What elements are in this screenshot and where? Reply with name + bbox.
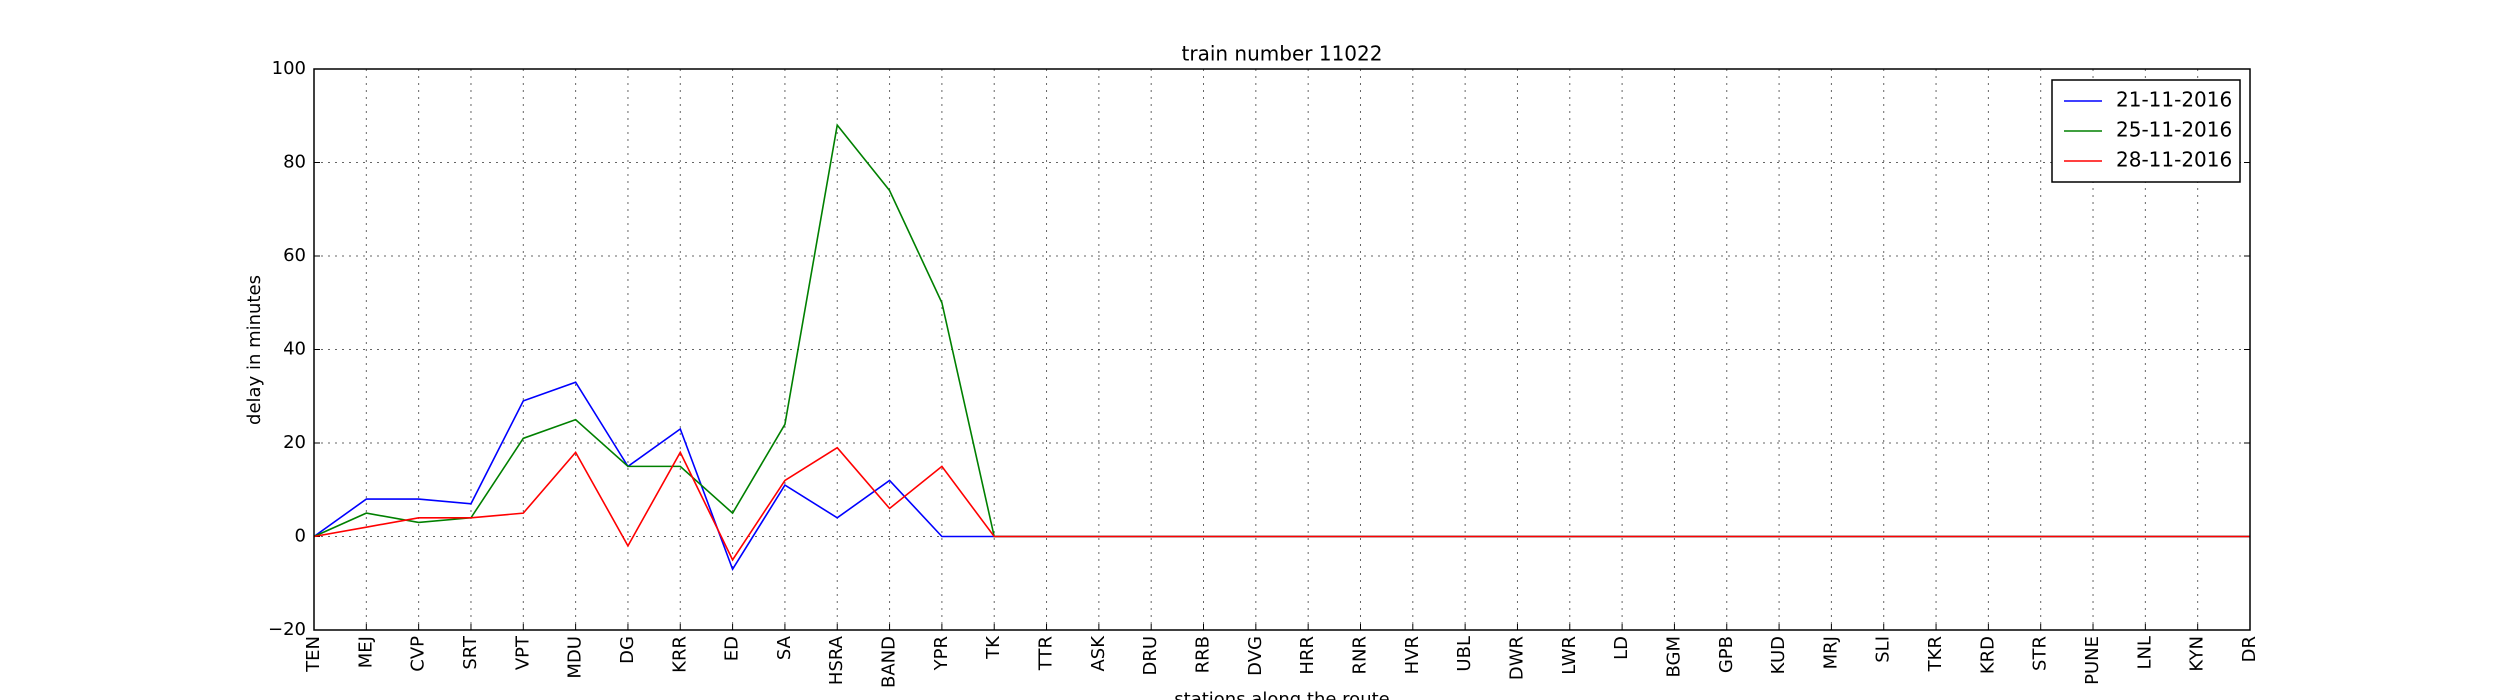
x-tick-label: DRU (1140, 636, 1161, 676)
legend: 21-11-2016 25-11-2016 28-11-2016 (2051, 79, 2241, 183)
x-tick-label: SLI (1873, 636, 1894, 663)
x-tick-label: KYN (2187, 636, 2208, 672)
series-line (313, 446, 2250, 562)
x-tick-label: TK (983, 635, 1004, 660)
x-tick-label: HSRA (826, 635, 847, 685)
x-tick-label: HVR (1402, 636, 1423, 674)
series-line (313, 381, 2250, 572)
x-tick-label: TTR (1036, 636, 1057, 671)
x-tick-label: BAND (879, 636, 900, 688)
x-tick-label: DG (617, 636, 638, 664)
x-tick-label: LNL (2134, 636, 2155, 670)
x-tick-label: MRJ (1820, 636, 1841, 669)
plot-frame (313, 68, 2251, 631)
y-tick-label: 40 (283, 339, 306, 360)
y-tick-label: 20 (283, 432, 306, 453)
x-tick-label: TKR (1925, 636, 1946, 672)
y-tick-label: 80 (283, 152, 306, 173)
x-tick-label: CVP (408, 636, 429, 672)
x-tick-label: LD (1611, 636, 1632, 660)
x-tick-label: MDU (565, 636, 586, 679)
x-tick-label: PUNE (2082, 636, 2103, 685)
y-tick-label: 100 (272, 58, 306, 79)
y-axis-label: delay in minutes (244, 275, 265, 425)
legend-label: 21-11-2016 (2116, 88, 2232, 112)
x-tick-label: MEJ (355, 636, 376, 668)
x-tick-label: GPB (1716, 636, 1737, 673)
x-tick-label: TEN (303, 636, 324, 673)
x-tick-label: DVG (1245, 636, 1266, 676)
x-tick-label: STR (2030, 636, 2051, 671)
x-tick-label: KRR (669, 636, 690, 673)
x-tick-label: SA (774, 635, 795, 660)
x-tick-label: RRB (1193, 636, 1214, 673)
y-tick-label: 0 (295, 526, 306, 547)
y-tick-label: −20 (268, 619, 306, 640)
legend-label: 25-11-2016 (2116, 118, 2232, 142)
x-tick-label: DWR (1506, 636, 1527, 680)
y-tick-label: 60 (283, 245, 306, 266)
x-tick-label: SRT (460, 635, 481, 670)
x-tick-label: ED (722, 636, 743, 661)
x-tick-label: RNR (1349, 636, 1370, 674)
x-tick-label: ASK (1088, 635, 1109, 672)
x-axis-label: stations along the route (1174, 689, 1389, 700)
chart-title: train number 11022 (1182, 42, 1383, 66)
x-tick-label: UBL (1454, 636, 1475, 672)
x-tick-label: YPR (931, 636, 952, 671)
x-tick-label: HRR (1297, 636, 1318, 675)
series-line (313, 123, 2250, 538)
x-tick-label: KRD (1977, 636, 1998, 674)
legend-label: 28-11-2016 (2116, 148, 2232, 172)
x-tick-label: DR (2239, 636, 2260, 662)
x-tick-label: BGM (1663, 636, 1684, 678)
x-tick-label: KUD (1768, 636, 1789, 674)
x-tick-label: VPT (512, 635, 533, 670)
x-tick-label: LWR (1559, 636, 1580, 675)
